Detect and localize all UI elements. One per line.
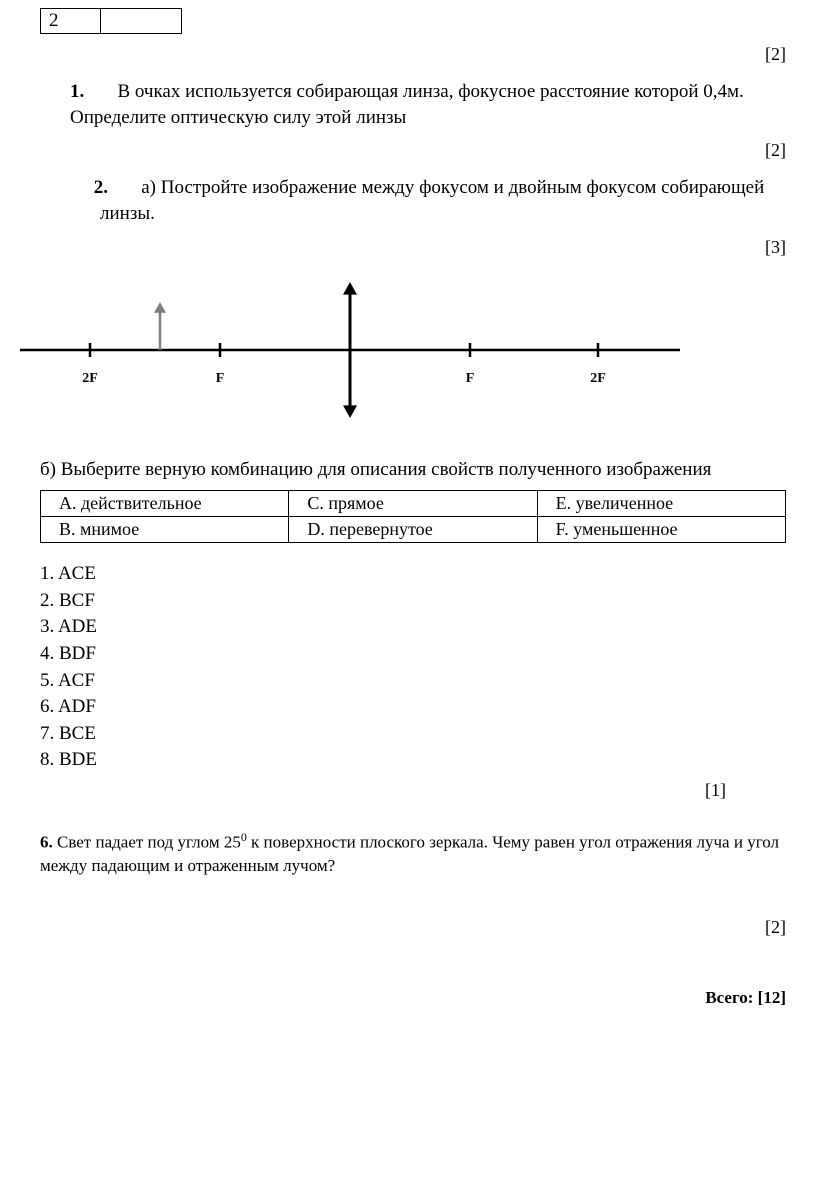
opt-E: E. увеличенное [537, 491, 785, 517]
list-item: 2. BCF [40, 588, 786, 615]
combo-list: 1. ACE 2. BCF 3. ADE 4. BDF 5. ACF 6. AD… [40, 561, 786, 774]
score-2: [2] [40, 140, 786, 161]
header-cell-2 [101, 9, 181, 33]
q6-text-before: Свет падает под углом 25 [53, 833, 241, 852]
svg-text:2F: 2F [82, 371, 98, 386]
q2-text-b: б) Выберите верную комбинацию для описан… [40, 457, 786, 483]
header-box: 2 [40, 8, 182, 34]
list-item: 8. BDE [40, 747, 786, 774]
table-row: B. мнимое D. перевернутое F. уменьшенное [41, 517, 786, 543]
opt-F: F. уменьшенное [537, 517, 785, 543]
svg-text:2F: 2F [590, 371, 606, 386]
total-score: Всего: [12] [40, 988, 786, 1008]
q2-text-a: а) Постройте изображение между фокусом и… [100, 177, 764, 224]
q1-number: 1. [70, 81, 84, 102]
opt-D: D. перевернутое [289, 517, 537, 543]
list-item: 3. ADE [40, 614, 786, 641]
list-item: 7. BCE [40, 721, 786, 748]
lens-diagram: 2F F F 2F [10, 270, 786, 435]
options-table: A. действительное C. прямое E. увеличенн… [40, 490, 786, 543]
score-3: [3] [40, 237, 786, 258]
header-cell-1: 2 [41, 9, 101, 33]
list-item: 1. ACE [40, 561, 786, 588]
q1-text: В очках используется собирающая линза, ф… [70, 81, 744, 128]
table-row: A. действительное C. прямое E. увеличенн… [41, 491, 786, 517]
svg-text:F: F [466, 371, 475, 386]
q2-number: 2. [94, 177, 108, 198]
score-5: [2] [40, 917, 786, 938]
question-6: 6. Свет падает под углом 250 к поверхнос… [40, 829, 786, 878]
opt-B: B. мнимое [41, 517, 289, 543]
list-item: 4. BDF [40, 641, 786, 668]
opt-C: C. прямое [289, 491, 537, 517]
svg-text:F: F [216, 371, 225, 386]
list-item: 6. ADF [40, 694, 786, 721]
score-4: [1] [40, 780, 726, 801]
q6-number: 6. [40, 833, 53, 852]
list-item: 5. ACF [40, 668, 786, 695]
opt-A: A. действительное [41, 491, 289, 517]
question-2a: 2. а) Постройте изображение между фокусо… [40, 175, 786, 226]
score-1: [2] [40, 44, 786, 65]
question-1: 1. В очках используется собирающая линза… [40, 79, 786, 130]
